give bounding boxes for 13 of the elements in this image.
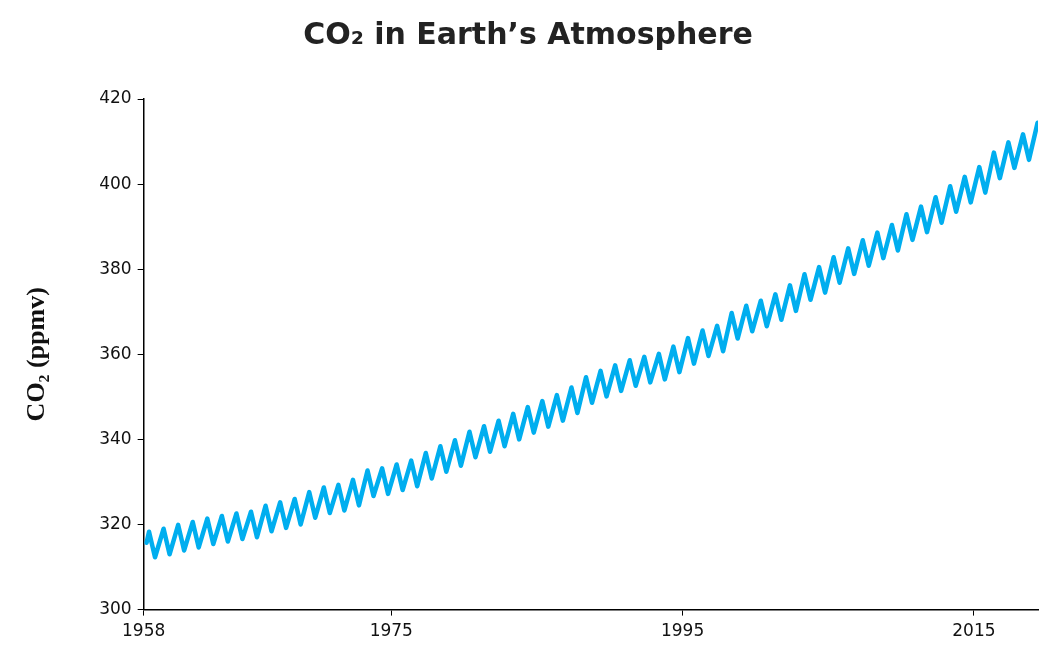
y-tick-label: 300 [99,598,132,619]
chart-title: CO₂ in Earth’s Atmosphere [303,15,753,51]
y-tick-label: 320 [99,512,132,533]
y-tick-label: 360 [99,342,132,363]
y-tick-label: 340 [99,427,132,448]
x-tick-label: 1995 [660,620,705,641]
y-tick-label: 380 [99,257,132,278]
y-axis-title: CO₂ (ppmv) [21,287,51,422]
y-tick-label: 400 [99,172,132,193]
x-tick-label: 2015 [952,620,996,641]
x-tick-label: 1958 [122,620,166,641]
x-tick-label: 1975 [369,620,413,641]
y-tick-label: 420 [99,87,132,108]
